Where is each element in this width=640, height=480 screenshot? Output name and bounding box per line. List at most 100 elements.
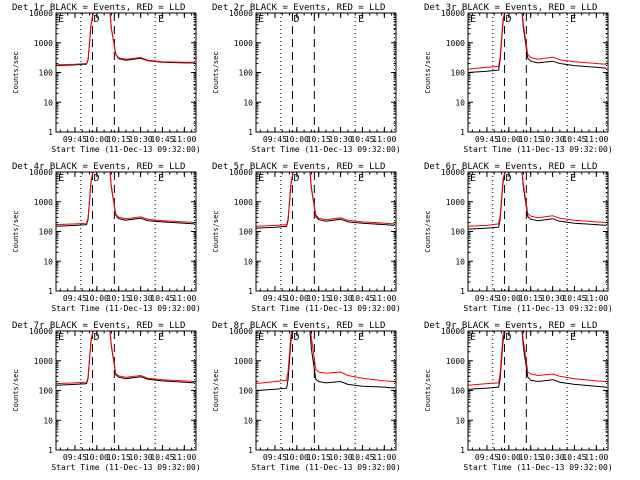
y-tick-label: 10 (243, 416, 253, 425)
marker-letter-1: E (470, 14, 476, 25)
y-tick-label: 1000 (234, 357, 253, 366)
marker-letter-1: E (58, 173, 64, 184)
x-tick-label: 10:45 (150, 135, 174, 144)
x-tick-label: 10:45 (562, 135, 586, 144)
y-tick-label: 1000 (34, 39, 53, 48)
marker-letter-2: D (505, 14, 511, 25)
x-tick-label: 10:45 (350, 135, 374, 144)
marker-letter-2: D (93, 173, 99, 184)
x-tick-label: 11:00 (172, 453, 196, 462)
x-axis-label: Start Time (11-Dec-13 09:32:00) (463, 304, 612, 313)
plot-frame (255, 171, 397, 292)
y-tick-label: 10 (43, 98, 53, 107)
marker-letter-1: E (258, 173, 264, 184)
y-tick-label: 10000 (441, 327, 465, 336)
plot-frame (255, 330, 397, 451)
x-tick-label: 10:00 (85, 135, 109, 144)
marker-letter-1: E (470, 173, 476, 184)
y-tick-label: 100 (451, 228, 466, 237)
y-tick-label: 1 (248, 128, 253, 137)
chart-title: Det 2r BLACK = Events, RED = LLD (212, 3, 385, 13)
y-axis-label: Counts/sec (12, 369, 20, 411)
x-tick-label: 10:30 (541, 294, 565, 303)
marker-letter-3: E (358, 173, 364, 184)
chart-title: Det 5r BLACK = Events, RED = LLD (212, 162, 385, 172)
x-tick-label: 10:00 (285, 294, 309, 303)
x-tick-label: 09:45 (63, 294, 87, 303)
series-lld-line (56, 13, 195, 66)
y-tick-label: 10 (455, 98, 465, 107)
x-tick-label: 10:30 (329, 453, 353, 462)
marker-letter-3: E (570, 332, 576, 343)
x-tick-label: 10:15 (307, 294, 331, 303)
plot-frame (467, 171, 609, 292)
chart-title: Det 7r BLACK = Events, RED = LLD (12, 321, 185, 331)
plot-frame (467, 330, 609, 451)
marker-letter-2: D (293, 14, 299, 25)
x-tick-label: 10:30 (329, 135, 353, 144)
y-tick-label: 10 (243, 98, 253, 107)
x-tick-label: 10:15 (107, 135, 131, 144)
y-tick-label: 1 (48, 128, 53, 137)
x-tick-label: 09:45 (263, 294, 287, 303)
y-tick-label: 1000 (234, 39, 253, 48)
x-tick-label: 10:45 (562, 453, 586, 462)
y-axis-label: Counts/sec (212, 51, 220, 93)
x-tick-label: 10:30 (541, 135, 565, 144)
series-lld-line (468, 331, 607, 386)
series-lld-line (256, 331, 395, 385)
x-tick-label: 10:45 (150, 294, 174, 303)
x-tick-label: 10:00 (285, 135, 309, 144)
y-axis-label: Counts/sec (212, 369, 220, 411)
series-lld-line (56, 172, 195, 226)
x-tick-label: 10:30 (541, 453, 565, 462)
x-tick-label: 10:15 (307, 453, 331, 462)
x-tick-label: 10:30 (129, 453, 153, 462)
series-lld-line (256, 172, 395, 227)
series-lld-line (468, 172, 607, 227)
series-lld-line (468, 13, 607, 70)
y-tick-label: 10000 (441, 9, 465, 18)
series-events-line (468, 331, 607, 390)
x-tick-label: 10:15 (107, 294, 131, 303)
y-tick-label: 100 (239, 228, 254, 237)
y-axis-label: Counts/sec (12, 51, 20, 93)
x-tick-label: 09:45 (63, 453, 87, 462)
x-tick-label: 11:00 (584, 453, 608, 462)
y-tick-label: 10 (243, 257, 253, 266)
x-tick-label: 11:00 (372, 453, 396, 462)
y-tick-label: 10000 (229, 327, 253, 336)
x-axis-label: Start Time (11-Dec-13 09:32:00) (463, 145, 612, 154)
y-tick-label: 10000 (229, 9, 253, 18)
chart-title: Det 4r BLACK = Events, RED = LLD (12, 162, 185, 172)
x-tick-label: 09:45 (475, 135, 499, 144)
x-tick-label: 11:00 (372, 135, 396, 144)
x-axis-label: Start Time (11-Dec-13 09:32:00) (51, 463, 200, 472)
x-tick-label: 10:15 (307, 135, 331, 144)
x-tick-label: 10:45 (350, 453, 374, 462)
y-axis-label: Counts/sec (424, 369, 432, 411)
x-axis-label: Start Time (11-Dec-13 09:32:00) (251, 304, 400, 313)
x-tick-label: 11:00 (584, 135, 608, 144)
y-tick-label: 10 (455, 257, 465, 266)
x-axis-label: Start Time (11-Dec-13 09:32:00) (51, 145, 200, 154)
marker-letter-3: E (570, 14, 576, 25)
y-tick-label: 1000 (34, 357, 53, 366)
x-axis-label: Start Time (11-Dec-13 09:32:00) (251, 463, 400, 472)
y-tick-label: 1 (460, 446, 465, 455)
marker-letter-2: D (93, 14, 99, 25)
x-tick-label: 10:00 (85, 294, 109, 303)
marker-letter-1: E (258, 332, 264, 343)
y-tick-label: 1000 (34, 198, 53, 207)
marker-letter-3: E (358, 14, 364, 25)
x-tick-label: 11:00 (172, 135, 196, 144)
x-axis-label: Start Time (11-Dec-13 09:32:00) (251, 145, 400, 154)
y-tick-label: 100 (239, 387, 254, 396)
